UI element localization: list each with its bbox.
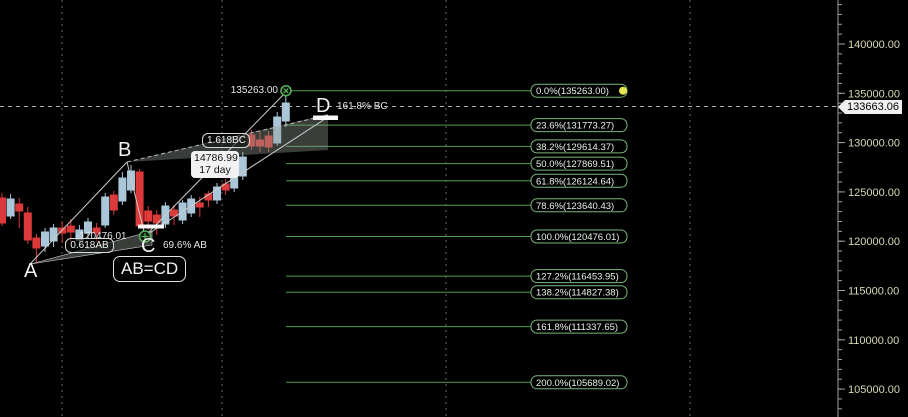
fib-anchor-dot[interactable] [619, 86, 627, 95]
measure-tooltip-value: 14786.99 [194, 152, 238, 164]
candle-down[interactable] [66, 225, 75, 233]
candle-down[interactable] [152, 214, 161, 224]
candle-down[interactable] [23, 212, 32, 241]
c-anchor-price-label: -120476.01 [76, 231, 127, 242]
axis-tick-label[interactable]: 135000.00 [848, 88, 900, 100]
candle-down[interactable] [135, 171, 144, 227]
axis-tick-label[interactable]: 120000.00 [848, 236, 900, 248]
fib-level-label: 38.2%(129614.37) [536, 142, 614, 153]
candle-down[interactable] [32, 237, 41, 249]
candle-down[interactable] [195, 202, 204, 208]
pattern-line-ab[interactable] [30, 161, 128, 264]
c-retracement-note: 69.6% AB [163, 240, 207, 251]
c-level-bar [138, 224, 164, 229]
fib-level-label-box[interactable] [530, 139, 628, 154]
pattern-line-bc[interactable] [126, 161, 146, 237]
candle-down[interactable] [170, 209, 178, 217]
candle-up[interactable] [6, 198, 15, 217]
fib-level-label-box[interactable] [530, 375, 628, 390]
axis-tick-label[interactable]: 140000.00 [848, 39, 900, 51]
candle-up[interactable] [273, 116, 282, 144]
bc-extension-tag[interactable]: 1.618BC [202, 133, 250, 148]
candle-up[interactable] [101, 196, 110, 226]
candle-up[interactable] [49, 227, 58, 242]
fib-level-label: 78.6%(123640.43) [536, 201, 614, 212]
candle-down[interactable] [256, 139, 264, 147]
candle-up[interactable] [281, 102, 290, 122]
axis-tick-label[interactable]: 130000.00 [848, 138, 900, 150]
d-anchor-marker-x [283, 88, 289, 94]
measure-tooltip: 14786.99 17 day [191, 151, 239, 178]
candle-down[interactable] [109, 194, 118, 211]
axis-tick-label[interactable]: 110000.00 [848, 335, 899, 347]
candle-down[interactable] [264, 135, 273, 148]
fib-level-label-box[interactable] [530, 269, 628, 284]
fib-level-label-box[interactable] [530, 319, 628, 334]
fib-level-label-box[interactable] [530, 156, 628, 171]
candle-down[interactable] [144, 210, 153, 222]
candle-down[interactable] [15, 203, 24, 212]
fib-level-label: 161.8%(111337.65) [536, 322, 618, 333]
axis-tick-label[interactable]: 105000.00 [848, 384, 900, 396]
pattern-point-a-label[interactable]: A [24, 260, 38, 282]
fib-level-label: 138.2%(114827.38) [536, 288, 619, 299]
fib-level-label: 50.0%(127869.51) [536, 159, 614, 170]
axis-tick-label[interactable]: 125000.00 [848, 187, 900, 199]
candle-down[interactable] [92, 227, 101, 234]
candle-up[interactable] [238, 156, 247, 177]
d-anchor-price-label: 135263.00 [230, 85, 278, 96]
pattern-point-d-label[interactable]: D [316, 95, 331, 117]
current-price-tag[interactable]: 133663.06 [838, 100, 902, 114]
fib-level-label-box[interactable] [530, 118, 628, 133]
candle-up[interactable] [213, 186, 221, 201]
d-extension-note: 161.8% BC [337, 101, 388, 112]
fib-level-label-box[interactable] [530, 198, 628, 213]
fib-level-label-box[interactable] [530, 229, 628, 244]
fib-level-label: 100.0%(120476.01) [536, 232, 619, 243]
pattern-point-b-label[interactable]: B [118, 139, 132, 161]
fib-level-label: 127.2%(116453.95) [536, 272, 619, 283]
candle-up[interactable] [84, 221, 92, 234]
fib-level-label: 61.8%(126124.64) [536, 176, 614, 187]
measure-tooltip-duration: 17 day [199, 163, 231, 176]
fib-level-label: 0.0%(135263.00) [536, 86, 609, 97]
fib-level-label: 200.0%(105689.02) [536, 378, 619, 389]
axis-tick-label[interactable]: 115000.00 [848, 285, 899, 297]
abcd-pattern-tag[interactable]: AB=CD [113, 256, 187, 282]
d-level-bar [313, 115, 338, 120]
fib-level-label-box[interactable] [530, 173, 628, 188]
fib-level-label-box[interactable] [530, 285, 628, 300]
candle-up[interactable] [41, 231, 49, 247]
candle-down[interactable] [0, 197, 6, 224]
pattern-point-c-label[interactable]: C [141, 235, 156, 257]
candle-up[interactable] [118, 177, 127, 202]
ab-retracement-tag[interactable]: 0.618AB [65, 238, 114, 253]
fib-level-label: 23.6%(131773.27) [536, 121, 614, 132]
